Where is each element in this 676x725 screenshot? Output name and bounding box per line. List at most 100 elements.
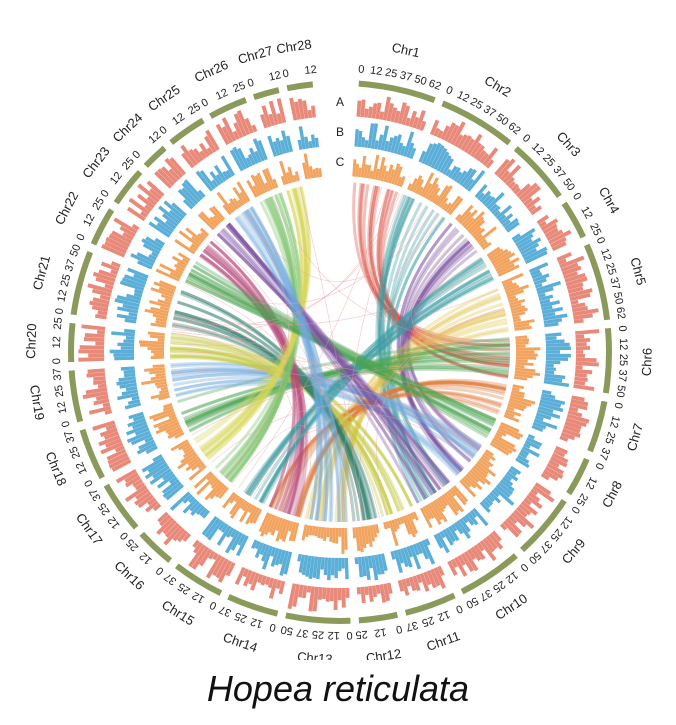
- tick-label: 12: [558, 514, 575, 531]
- track-c-chr9: [459, 449, 497, 498]
- tick-label: 12: [583, 475, 599, 491]
- track-c-chr15: [222, 491, 263, 525]
- tick-label: 25: [90, 196, 107, 213]
- tick-label: 37: [162, 570, 179, 587]
- tick-label: 25: [602, 430, 617, 445]
- tick-label: 25: [176, 580, 193, 597]
- synteny-link: [184, 358, 510, 424]
- tick-label: 25: [96, 500, 113, 517]
- track-b-chr6: [543, 332, 571, 388]
- track-c-chr1: [352, 154, 406, 188]
- chromosome-label-chr14: Chr14: [221, 629, 259, 655]
- tick-label: 0: [60, 419, 73, 428]
- tick-label: 12: [455, 89, 471, 105]
- synteny-link: [199, 253, 298, 510]
- chromosome-label-chr3: Chr3: [554, 129, 584, 160]
- tick-label: 0: [592, 461, 605, 471]
- chromosome-ideogram: [67, 80, 613, 624]
- synteny-link: [375, 195, 423, 502]
- track-b-chr27: [267, 130, 294, 157]
- synteny-link: [273, 386, 504, 510]
- synteny-link: [191, 363, 510, 436]
- synteny-link: [358, 183, 509, 379]
- synteny-link: [378, 198, 429, 499]
- synteny-link: [377, 194, 437, 494]
- synteny-link: [170, 339, 394, 515]
- synteny-link: [223, 193, 302, 479]
- tick-label: 50: [494, 111, 511, 128]
- synteny-link: [405, 245, 475, 459]
- synteny-link: [204, 187, 308, 457]
- synteny-link: [171, 191, 397, 333]
- synteny-link: [183, 366, 509, 421]
- tick-label: 50: [464, 594, 480, 610]
- synteny-link: [194, 261, 497, 422]
- synteny-link: [204, 188, 307, 458]
- synteny-link: [368, 185, 510, 343]
- ideogram-chr16: [139, 531, 173, 563]
- ideogram-chr12: [358, 611, 399, 624]
- track-b-chr16: [169, 491, 210, 519]
- ideogram-chr18: [79, 428, 105, 480]
- track-b-chr4: [511, 227, 548, 264]
- track-c-chr10: [419, 485, 469, 529]
- tick-label: 25: [68, 445, 84, 461]
- track-a-chr21: [87, 261, 121, 320]
- synteny-link: [225, 209, 290, 478]
- ideogram-chr10: [460, 553, 518, 595]
- track-letter-b: B: [336, 125, 344, 139]
- synteny-link: [245, 209, 334, 522]
- tick-label: 37: [550, 164, 567, 181]
- track-c-chr27: [279, 160, 300, 186]
- ideogram-chr2: [441, 100, 512, 146]
- synteny-link: [299, 186, 363, 521]
- ideogram-chr24: [143, 145, 167, 168]
- track-b-chr28: [297, 126, 320, 151]
- tick-label: 12: [106, 514, 123, 531]
- tick-label: 12: [436, 608, 452, 624]
- track-a-chr24: [154, 157, 187, 189]
- synteny-link: [221, 227, 441, 491]
- tick-label: 37: [296, 626, 310, 640]
- synteny-link: [216, 232, 451, 484]
- synteny-link: [316, 287, 499, 521]
- synteny-link: [294, 381, 507, 517]
- tick-label: 12: [373, 625, 387, 639]
- synteny-link: [225, 224, 445, 488]
- synteny-link: [344, 302, 504, 522]
- synteny-link: [224, 197, 298, 479]
- synteny-link: [190, 268, 497, 422]
- track-letters: A B C: [336, 95, 345, 169]
- ideogram-chr26: [209, 97, 247, 119]
- synteny-link: [359, 183, 510, 366]
- synteny-link: [188, 271, 491, 435]
- ideogram-chr25: [169, 117, 205, 145]
- track-a-chr28: [289, 97, 316, 121]
- tick-label: 0: [208, 598, 219, 611]
- tick-label: 12: [190, 589, 207, 606]
- tick-label: 0: [518, 561, 530, 574]
- track-a-chr4: [536, 214, 572, 252]
- ideogram-chr17: [103, 483, 139, 530]
- synteny-link: [242, 209, 434, 282]
- synteny-link: [240, 212, 341, 523]
- track-a-chr5: [556, 252, 599, 324]
- synteny-link: [352, 182, 510, 347]
- synteny-link: [205, 245, 303, 514]
- synteny-link: [206, 187, 308, 460]
- ideogram-chr9: [520, 498, 567, 553]
- track-c-chr20: [138, 331, 166, 360]
- synteny-link: [398, 227, 465, 470]
- tick-label: 50: [560, 176, 577, 193]
- chromosome-label-chr26: Chr26: [192, 57, 230, 85]
- track-c-chr26: [246, 168, 279, 198]
- track-a-chr18: [92, 420, 132, 472]
- synteny-link: [219, 230, 429, 499]
- chromosome-label-chr20: Chr20: [23, 323, 39, 359]
- track-c-chr4: [486, 246, 520, 277]
- synteny-link: [297, 380, 507, 518]
- track-a-chr19: [82, 368, 113, 415]
- tick-label: 25: [603, 261, 618, 276]
- tick-label: 25: [573, 491, 590, 508]
- track-a-chr16: [156, 511, 191, 546]
